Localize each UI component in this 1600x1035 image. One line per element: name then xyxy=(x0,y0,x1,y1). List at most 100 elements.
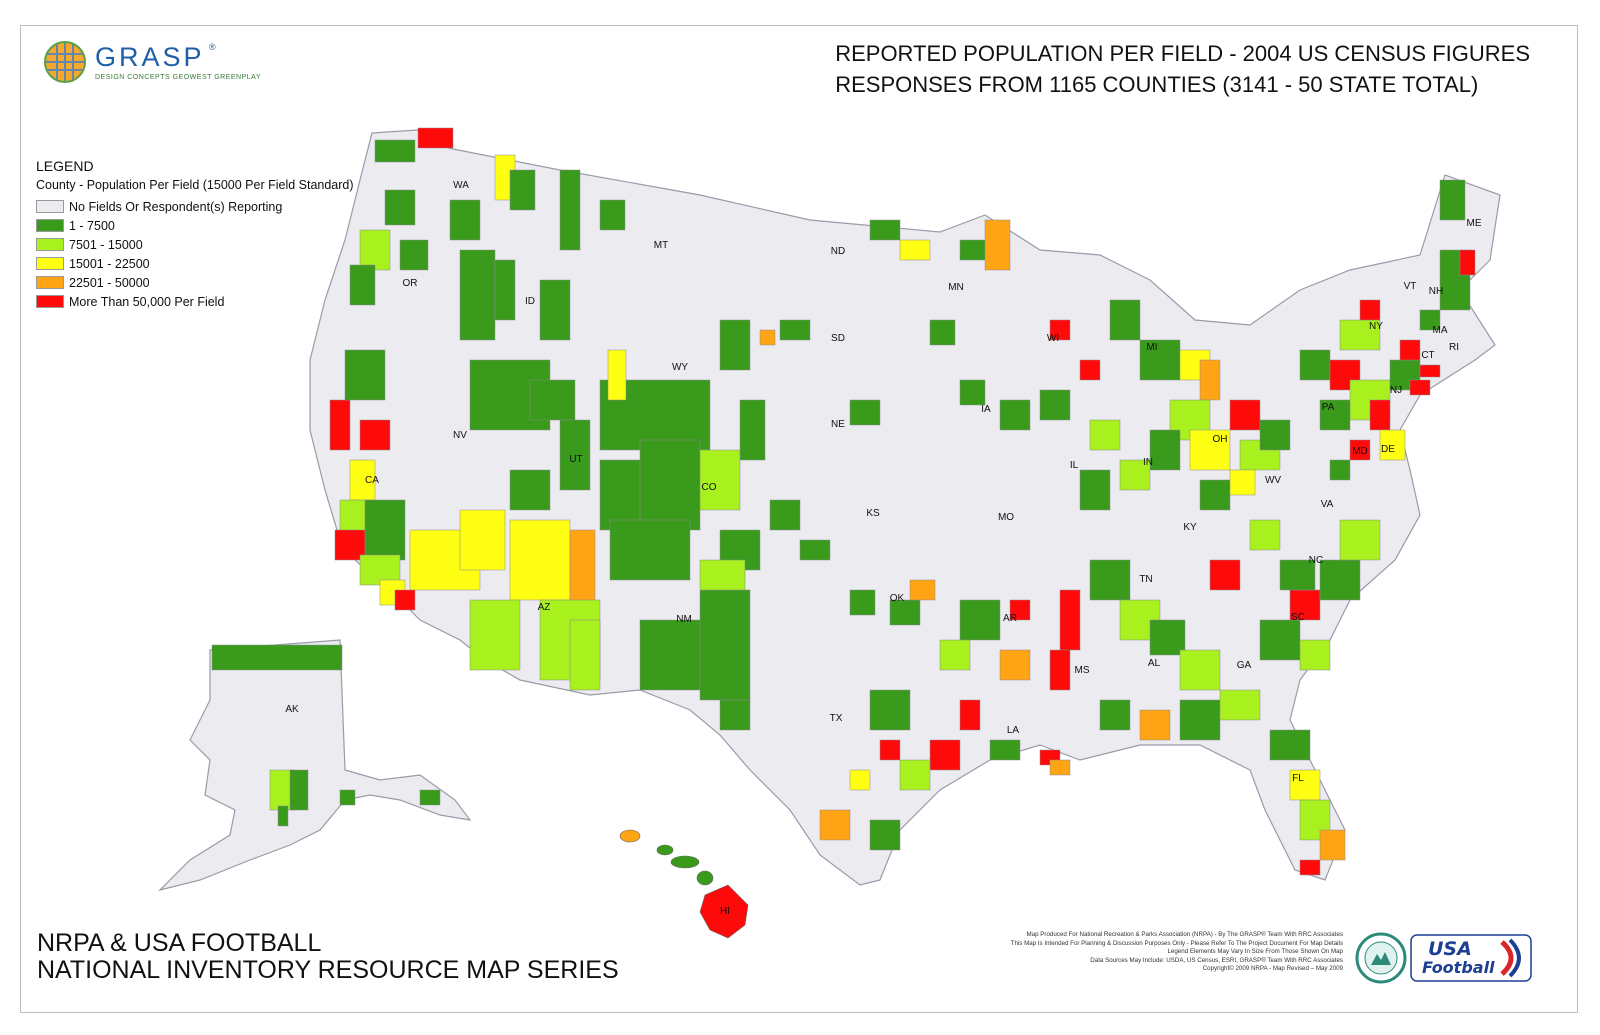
county-patch xyxy=(699,559,746,591)
legend-label: 1 - 7500 xyxy=(69,218,115,233)
credit-line-3: Legend Elements May Vary In Size From Th… xyxy=(1167,948,1343,955)
county-patch xyxy=(939,639,971,671)
state-label-va: VA xyxy=(1321,499,1334,510)
county-patch xyxy=(1229,469,1256,496)
county-patch xyxy=(384,189,416,226)
county-patch xyxy=(1319,559,1361,601)
legend-label: 7501 - 15000 xyxy=(69,237,143,252)
county-patch xyxy=(1079,469,1111,511)
county-patch xyxy=(929,319,956,346)
county-patch xyxy=(1179,699,1221,741)
alaska-shape xyxy=(158,639,472,892)
county-patch xyxy=(1119,459,1151,491)
county-patch xyxy=(799,539,831,561)
contiguous-us-shape xyxy=(309,129,1501,886)
state-label-il: IL xyxy=(1070,460,1079,471)
county-patch xyxy=(1049,319,1071,341)
county-patch xyxy=(739,399,766,461)
county-patch xyxy=(599,199,626,231)
county-patch xyxy=(719,699,751,731)
state-label-nd: ND xyxy=(831,246,845,257)
county-patch xyxy=(989,739,1021,761)
county-patch xyxy=(1339,319,1381,351)
map-frame xyxy=(20,25,1578,1013)
usa-football-logo: USA Football xyxy=(1410,934,1532,982)
state-label-mo: MO xyxy=(998,512,1014,523)
state-label-ky: KY xyxy=(1183,522,1197,533)
state-label-ct: CT xyxy=(1421,350,1434,361)
county-patch xyxy=(509,469,551,511)
state-label-fl: FL xyxy=(1292,773,1304,784)
county-patch xyxy=(1209,559,1241,591)
credit-line-4: Data Sources May Include: USDA, US Censu… xyxy=(1090,956,1343,964)
county-patch xyxy=(1259,419,1291,451)
county-patch xyxy=(1269,729,1311,761)
county-patch xyxy=(869,819,901,851)
county-patch xyxy=(929,739,961,771)
series-title: NRPA & USA FOOTBALL NATIONAL INVENTORY R… xyxy=(37,930,619,984)
county-patch xyxy=(869,219,901,241)
county-patch xyxy=(779,319,811,341)
county-patch xyxy=(639,619,711,691)
state-label-ca: CA xyxy=(365,475,379,486)
state-label-sc: SC xyxy=(1291,612,1305,623)
legend-subtitle: County - Population Per Field (15000 Per… xyxy=(36,178,354,192)
county-patch xyxy=(1369,399,1391,431)
state-label-ar: AR xyxy=(1003,613,1017,624)
county-patch xyxy=(1409,379,1431,396)
county-patch xyxy=(849,399,881,426)
state-label-la: LA xyxy=(1007,725,1020,736)
state-label-ms: MS xyxy=(1075,665,1090,676)
county-patch xyxy=(364,499,406,561)
state-label-ga: GA xyxy=(1237,660,1252,671)
county-patch xyxy=(1379,429,1406,461)
legend-item: 22501 - 50000 xyxy=(36,273,354,292)
state-labels: WA OR ID MT ND MN SD WY NV UT CO NE IA WI MI IL IN OH KS MO… xyxy=(285,180,1482,917)
county-patch xyxy=(909,579,936,601)
county-patch xyxy=(1299,639,1331,671)
county-patch xyxy=(1059,589,1081,651)
county-patch xyxy=(289,769,309,811)
county-patch xyxy=(344,349,386,401)
county-patch xyxy=(469,599,521,671)
county-patch xyxy=(1359,299,1381,321)
legend-swatch xyxy=(36,200,64,213)
county-patch xyxy=(1139,709,1171,741)
county-patch xyxy=(1419,309,1441,331)
legend-swatch xyxy=(36,276,64,289)
county-patch xyxy=(1259,619,1301,661)
county-patch xyxy=(1229,399,1261,431)
state-label-or: OR xyxy=(403,278,418,289)
state-label-mn: MN xyxy=(948,282,964,293)
county-patch xyxy=(359,419,391,451)
county-patch xyxy=(1189,429,1231,471)
county-patch xyxy=(1049,649,1071,691)
county-patch xyxy=(984,219,1011,271)
county-patch xyxy=(1149,429,1181,471)
logo-mark: ® xyxy=(209,42,216,52)
county-patch xyxy=(1439,179,1466,221)
county-patch xyxy=(609,519,691,581)
legend-swatch xyxy=(36,219,64,232)
legend-heading: LEGEND xyxy=(36,158,94,174)
county-patch xyxy=(959,699,981,731)
state-label-id: ID xyxy=(525,296,535,307)
county-patch xyxy=(1049,759,1071,776)
county-patch xyxy=(1459,249,1476,276)
state-label-nj: NJ xyxy=(1390,385,1402,396)
county-patch xyxy=(1089,419,1121,451)
county-patch xyxy=(1039,389,1071,421)
county-patch xyxy=(509,169,536,211)
county-patch xyxy=(1199,359,1221,401)
logo-wordmark: GRASP xyxy=(95,42,205,72)
state-label-co: CO xyxy=(702,482,717,493)
state-label-md: MD xyxy=(1352,446,1368,457)
state-label-nh: NH xyxy=(1429,286,1443,297)
state-label-wy: WY xyxy=(672,362,688,373)
state-label-me: ME xyxy=(1467,218,1482,229)
county-patch xyxy=(529,379,576,421)
credit-line-2: This Map Is Intended For Planning & Disc… xyxy=(1010,939,1343,947)
state-label-tn: TN xyxy=(1139,574,1152,585)
county-patch xyxy=(349,459,376,501)
logo-tagline: DESIGN CONCEPTS GEOWEST GREENPLAY xyxy=(95,74,261,81)
